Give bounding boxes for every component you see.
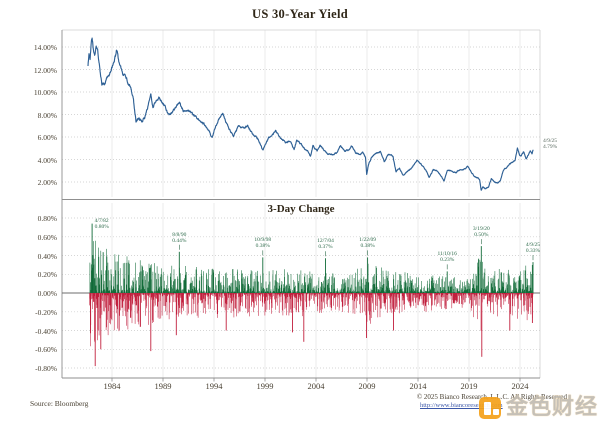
y-tick-label-panel2: -0.60% [35, 345, 57, 355]
y-tick-label-panel1: 6.00% [37, 133, 57, 142]
x-tick-label: 2004 [307, 381, 325, 391]
x-tick-label: 1994 [205, 381, 223, 391]
bar-annotation: 11/10/16 0.23% [437, 251, 457, 264]
x-tick-label: 2019 [460, 381, 478, 391]
x-tick-label: 1984 [103, 381, 121, 391]
x-tick-label: 2009 [358, 381, 376, 391]
y-tick-label-panel2: -0.80% [35, 364, 57, 373]
y-tick-label-panel2: -0.40% [35, 326, 57, 336]
bar-annotation: 3/19/20 0.50% [472, 226, 490, 239]
y-tick-label-panel1: 4.00% [37, 155, 57, 165]
y-tick-label-panel2: -0.20% [35, 307, 57, 317]
y-tick-label-panel1: 2.00% [37, 178, 57, 187]
line-end-annotation: 4/9/25 4.79% [543, 138, 558, 150]
y-tick-label-panel2: 0.80% [37, 214, 57, 223]
x-tick-label: 2024 [511, 381, 529, 391]
bar-annotation: 4/7/82 0.80% [94, 218, 109, 230]
watermark-text: 金色财经 [506, 395, 599, 420]
bar-annotation: 10/9/98 0.38% [254, 237, 272, 250]
y-tick-label-panel2: 0.40% [37, 251, 57, 261]
y-tick-label-panel2: 0.60% [37, 232, 57, 242]
x-tick-label: 1989 [154, 381, 172, 391]
y-tick-label-panel2: 0.00% [37, 289, 57, 298]
source-note: Source: Bloomberg [30, 399, 89, 408]
y-tick-label-panel1: 8.00% [37, 110, 57, 120]
bar-annotation: 1/22/09 0.38% [359, 237, 377, 250]
chart-title: US 30-Year Yield [252, 7, 348, 21]
y-tick-label-panel1: 10.00% [33, 88, 57, 97]
research-link[interactable]: http://www.biancoresearch.com [420, 402, 503, 409]
x-tick-label: 1999 [256, 381, 274, 391]
y-tick-label-panel2: 0.20% [37, 270, 57, 280]
bar-annotation: 4/9/25 0.33% [525, 242, 541, 255]
watermark: 金色财经 [479, 395, 598, 420]
panel2-title: 3-Day Change [267, 203, 335, 215]
bar-annotation: 8/8/90 0.44% [172, 231, 187, 244]
y-tick-label-panel1: 12.00% [33, 65, 57, 75]
watermark-logo-icon [479, 395, 504, 420]
bar-annotation: 12/7/04 0.37% [317, 238, 334, 251]
y-tick-label-panel1: 14.00% [33, 43, 57, 52]
x-tick-label: 2014 [409, 381, 427, 391]
